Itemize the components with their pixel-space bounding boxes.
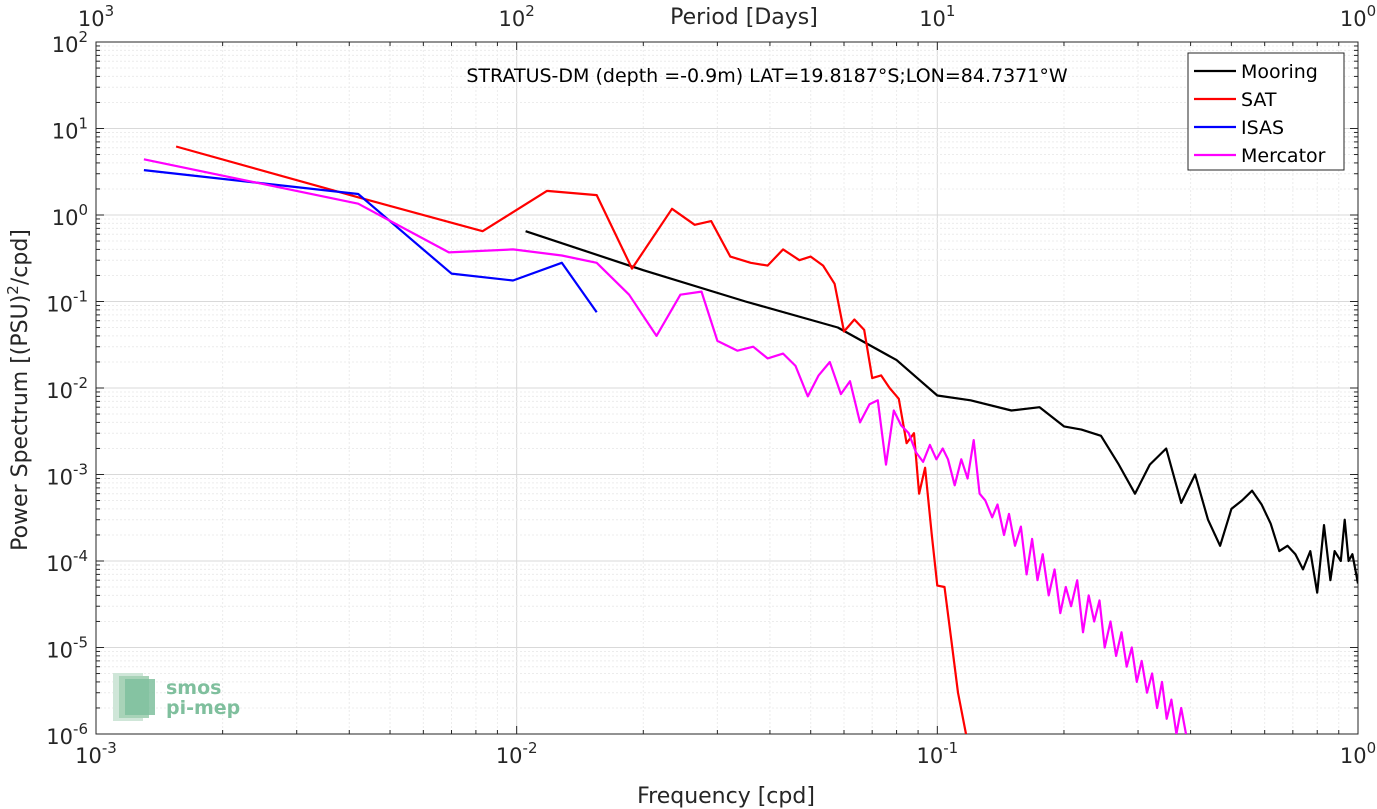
x-tick-label: 10-2 <box>496 739 538 768</box>
y-tick-label: 10-3 <box>46 461 88 490</box>
series-line-sat <box>175 145 968 734</box>
top-x-tick-label: 102 <box>499 2 535 31</box>
x-tick-label: 10-1 <box>916 739 958 768</box>
y-tick-label-base: 10 <box>46 725 73 749</box>
logo-text-pi-mep: pi-mep <box>166 697 240 719</box>
y-tick-label: 10-6 <box>46 720 88 749</box>
x-tick-label-base: 10 <box>916 744 943 768</box>
top-x-tick-label-exp: 2 <box>525 2 535 20</box>
top-x-tick-label-exp: 1 <box>946 2 956 20</box>
top-x-tick-label-base: 10 <box>1340 7 1367 31</box>
x-axis-label: Frequency [cpd] <box>637 784 815 809</box>
y-tick-label-exp: -3 <box>73 461 88 479</box>
x-tick-label: 100 <box>1340 739 1376 768</box>
y-tick-label-exp: -4 <box>73 547 88 565</box>
y-tick-label-exp: 0 <box>78 201 88 219</box>
top-x-tick-label: 100 <box>1340 2 1376 31</box>
y-tick-label-base: 10 <box>46 293 73 317</box>
plot-title: STRATUS-DM (depth =-0.9m) LAT=19.8187°S;… <box>466 65 1067 87</box>
y-tick-label-base: 10 <box>46 552 73 576</box>
y-tick-label: 10-5 <box>46 634 88 663</box>
y-tick-label: 102 <box>52 28 88 57</box>
y-tick-label: 101 <box>52 115 88 144</box>
y-tick-label: 100 <box>52 201 88 230</box>
y-tick-label-base: 10 <box>46 379 73 403</box>
logo-text-smos: smos <box>166 677 221 699</box>
y-tick-label: 10-4 <box>46 547 88 576</box>
y-tick-label-base: 10 <box>52 33 79 57</box>
smos-pi-mep-logo: smos pi-mep <box>113 673 240 721</box>
x-tick-label-exp: 0 <box>1367 739 1377 757</box>
legend-label-isas: ISAS <box>1241 117 1284 139</box>
y-tick-label-exp: -5 <box>73 634 88 652</box>
x-tick-label: 10-3 <box>75 739 117 768</box>
y-tick-label-base: 10 <box>46 466 73 490</box>
legend-label-mooring: Mooring <box>1241 61 1318 83</box>
series-line-mercator <box>143 158 1188 734</box>
y-tick-label-base: 10 <box>52 206 79 230</box>
top-x-tick-label-base: 10 <box>919 7 946 31</box>
series-line-isas <box>143 169 598 313</box>
logo-mark-front <box>125 679 155 715</box>
legend: Mooring SAT ISAS Mercator <box>1187 52 1345 171</box>
legend-label-mercator: Mercator <box>1241 145 1326 167</box>
y-tick-label-exp: 1 <box>78 115 88 133</box>
x-tick-label-exp: -1 <box>943 739 958 757</box>
y-tick-label: 10-2 <box>46 374 88 403</box>
top-x-axis-label: Period [Days] <box>670 5 818 30</box>
y-axis-label-sup: 2 <box>4 285 22 295</box>
top-x-tick-label: 103 <box>78 2 114 31</box>
y-tick-label-exp: -2 <box>73 374 88 392</box>
y-tick-label-exp: -6 <box>73 720 88 738</box>
x-tick-label-base: 10 <box>1340 744 1367 768</box>
legend-box <box>1187 52 1345 171</box>
series-line-mooring <box>525 230 1358 594</box>
x-tick-label-base: 10 <box>496 744 523 768</box>
y-axis-label-main: Power Spectrum [(PSU) <box>8 295 33 551</box>
y-tick-label-exp: 2 <box>78 28 88 46</box>
top-x-tick-label-exp: 3 <box>105 2 115 20</box>
top-x-tick-label-base: 10 <box>499 7 526 31</box>
x-tick-label-exp: -2 <box>523 739 538 757</box>
y-tick-label-exp: -1 <box>73 288 88 306</box>
y-axis-label-tail: /cpd] <box>8 229 33 285</box>
x-tick-label-exp: -3 <box>102 739 117 757</box>
y-tick-label-base: 10 <box>52 120 79 144</box>
top-x-tick-label-exp: 0 <box>1367 2 1377 20</box>
y-tick-label: 10-1 <box>46 288 88 317</box>
x-tick-label-base: 10 <box>75 744 102 768</box>
series-lines <box>143 145 1358 734</box>
top-x-tick-label-base: 10 <box>78 7 105 31</box>
axis-ticks <box>95 41 1359 735</box>
y-tick-label-base: 10 <box>46 639 73 663</box>
top-x-tick-label: 101 <box>919 2 955 31</box>
y-axis-label: Power Spectrum [(PSU)2/cpd] <box>4 229 33 551</box>
legend-label-sat: SAT <box>1241 89 1277 111</box>
